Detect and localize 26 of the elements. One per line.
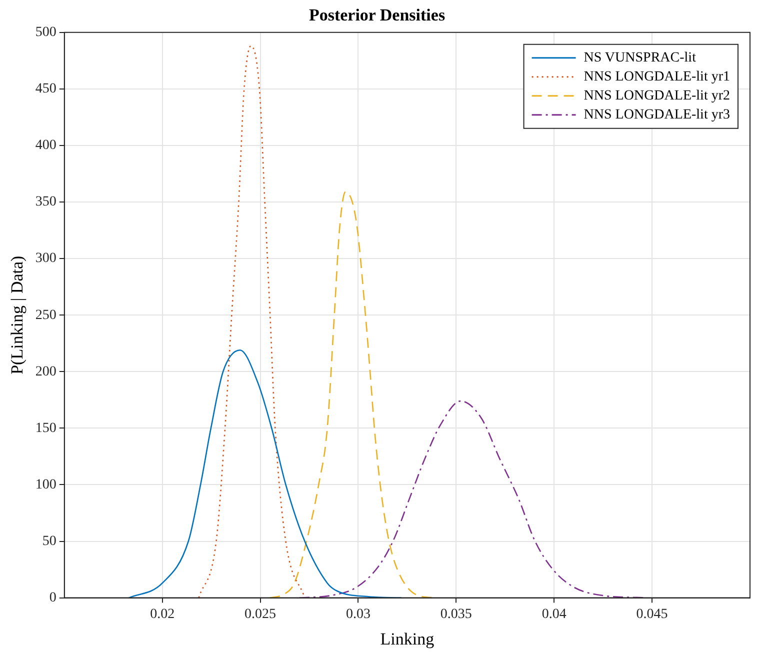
y-tick-label: 500 bbox=[35, 25, 56, 40]
x-tick-label: 0.04 bbox=[542, 606, 566, 622]
x-tick-label: 0.03 bbox=[346, 606, 370, 622]
y-tick-label: 150 bbox=[35, 420, 56, 436]
y-tick-label: 350 bbox=[35, 194, 56, 210]
y-tick-label: 450 bbox=[35, 82, 56, 97]
legend-label: NNS LONGDALE-lit yr1 bbox=[584, 70, 730, 85]
y-tick-label: 100 bbox=[35, 477, 56, 492]
x-tick-label: 0.025 bbox=[244, 606, 276, 622]
x-tick-label: 0.02 bbox=[150, 606, 175, 622]
y-tick-label: 50 bbox=[42, 534, 56, 549]
x-tick-label: 0.035 bbox=[440, 606, 472, 622]
y-axis-title: P(Linking | Data) bbox=[8, 256, 27, 374]
y-tick-label: 0 bbox=[49, 590, 56, 606]
legend-label: NNS LONGDALE-lit yr2 bbox=[584, 88, 730, 104]
legend-label: NS VUNSPRAC-lit bbox=[584, 50, 696, 66]
y-tick-label: 200 bbox=[35, 364, 56, 380]
line-series bbox=[198, 45, 306, 598]
chart-title: Posterior Densities bbox=[308, 6, 446, 25]
x-tick-label: 0.045 bbox=[636, 606, 668, 622]
y-tick-label: 400 bbox=[35, 138, 56, 154]
line-series bbox=[128, 350, 402, 598]
legend-label: NNS LONGDALE-lit yr3 bbox=[584, 108, 730, 123]
x-axis-title: Linking bbox=[380, 629, 435, 648]
y-tick-label: 300 bbox=[35, 251, 56, 266]
y-tick-label: 250 bbox=[35, 308, 56, 323]
